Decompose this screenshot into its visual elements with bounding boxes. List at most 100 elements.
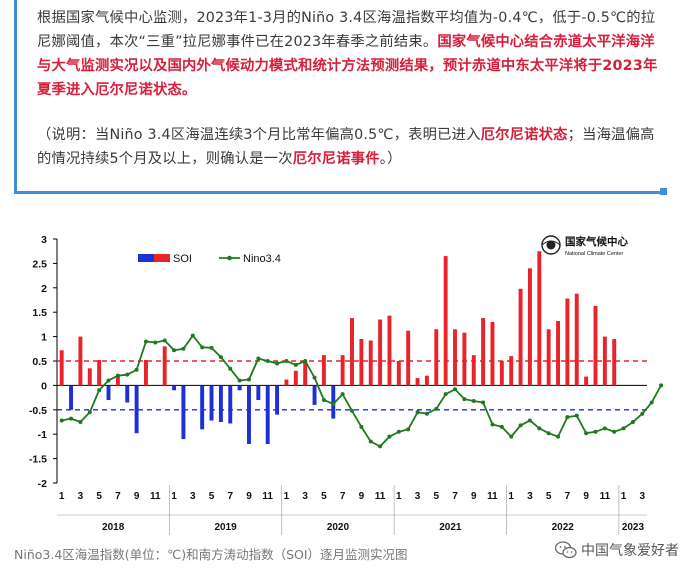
soi-bar [59,350,64,386]
soi-bar [293,370,298,386]
nino-point [640,411,645,416]
soi-bars [59,251,617,444]
soi-bar [584,376,589,386]
chart-container: 3 2.5 2 1.5 1 0.5 0 -0.5 -1 -1.5 -2 1 3 5 7 9 11 1 3 5 7 9 11… [14,207,673,539]
soi-bar [453,329,457,386]
y-tick-label: 0.5 [32,356,47,368]
nino-point [612,429,617,434]
logo-name-en: National Climate Center [565,251,624,257]
nino-point [340,392,345,397]
nino-point [209,345,214,350]
resize-handle[interactable] [660,188,667,195]
nino-point [471,399,476,404]
soi-bar [359,339,364,386]
nino-point [546,431,551,436]
nino-point [415,410,420,415]
x-tick-label: 9 [583,491,589,502]
nino-point [293,362,298,367]
notice-highlight-forecast: 国家气候中心结合赤道太平洋海洋与大气监测实况以及国内外气候动力模式和统计方法预测… [37,34,658,98]
nino-point [143,339,148,344]
x-tick-label: 11 [150,491,161,502]
nino-point [106,378,111,383]
wechat-icon [555,541,577,559]
soi-bar [499,361,504,386]
nino-point [434,406,439,411]
year-label: 2022 [552,522,575,533]
nino-point [237,378,242,383]
nino-point [331,401,336,406]
x-tick-label: 5 [546,491,552,502]
soi-bar [340,355,345,386]
explain-highlight-state: 厄尔尼诺状态 [480,127,568,143]
year-label: 2021 [439,522,462,533]
x-tick-label: 3 [78,491,84,502]
legend-nino-marker [227,255,232,261]
x-tick-label: 9 [246,491,252,502]
nino-point [134,367,139,372]
nino-point [115,373,120,378]
soi-bar [574,293,579,386]
nino-point [162,338,167,343]
soi-bar [284,379,289,386]
soi-bar [275,385,280,415]
soi-bar [144,360,148,386]
nino-point [443,392,448,397]
soi-bar [106,385,111,401]
nino-point [406,427,411,432]
nino-point [153,340,158,345]
x-tick-label: 3 [415,491,421,502]
y-tick-label: 2.5 [32,258,47,270]
soi-bar [237,385,242,391]
y-tick-label: 2 [41,283,47,295]
nino-point [350,408,354,413]
nino-point [630,420,635,424]
nino-point [602,426,607,431]
figure-caption: Niño3.4区海温指数(单位：℃)和南方涛动指数（SOI）逐月监测实况图 [14,547,408,562]
nino-point [218,355,223,360]
x-tick-label: 3 [527,491,533,502]
watermark: 中国气象爱好者 [555,540,679,560]
soi-bar [565,298,570,386]
nino-point [190,333,195,338]
x-tick-label: 5 [434,491,440,502]
x-tick-label: 1 [59,491,65,502]
nino-point [453,387,458,392]
year-label: 2023 [622,522,645,533]
y-tick-label: 0 [41,380,47,392]
explain-highlight-event: 厄尔尼诺事件 [292,151,380,167]
nino-point [359,424,364,429]
legend-soi-swatch-pos [154,254,170,262]
y-tick-label: -1 [38,429,47,441]
x-tick-label: 1 [621,491,627,502]
soi-bar [200,385,205,430]
x-tick-label: 11 [375,491,386,502]
soi-bar [443,256,448,386]
x-tick-label: 5 [209,491,215,502]
nino-point [228,366,233,371]
soi-bar [527,268,532,386]
soi-bar [434,329,439,386]
nino-point [490,422,495,427]
year-label: 2019 [214,522,237,533]
ncc-emblem-icon [541,235,561,255]
notice-box: 根据国家气候中心监测，2023年1-3月的Niño 3.4区海温指数平均值为-0… [14,0,667,195]
nino-point [265,359,270,363]
soi-bar [134,385,139,434]
year-label: 2018 [102,522,125,533]
nino-point [621,426,626,431]
soi-bar [69,385,74,410]
x-tick-label: 1 [508,491,514,502]
x-tick-label: 7 [227,491,233,502]
soi-bar [415,378,420,386]
soi-bar [490,321,495,386]
x-tick-label: 11 [262,491,273,502]
y-tick-label: 3 [41,234,47,246]
nino-point [481,400,486,405]
y-tick-label: 1.5 [32,307,47,319]
nino-point [246,377,251,382]
notice-paragraph-2: （说明：当Niño 3.4区海温连续3个月比常年偏高0.5℃，表明已进入厄尔尼诺… [37,123,659,171]
nino-point [256,356,261,361]
x-tick-label: 11 [487,491,498,502]
soi-bar [321,355,326,386]
ncc-logo: 国家气候中心 National Climate Center [541,235,628,257]
